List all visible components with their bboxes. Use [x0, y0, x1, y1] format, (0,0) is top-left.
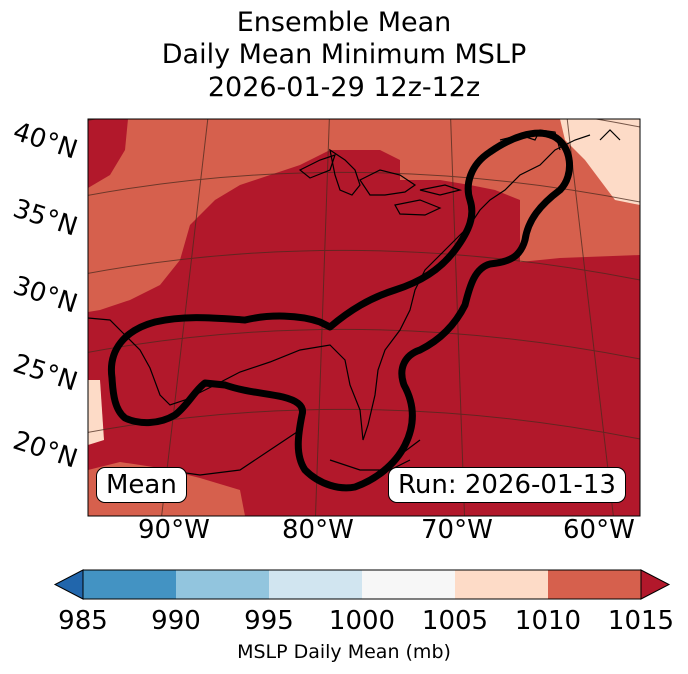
- colorbar-bin-995-1000: [269, 570, 363, 599]
- colorbar-bin-1000-1005: [362, 570, 456, 599]
- title-line-1: Ensemble Mean: [236, 7, 452, 38]
- title-line-3: 2026-01-29 12z-12z: [207, 72, 481, 103]
- colorbar-tick-1015: 1015: [607, 606, 675, 636]
- map-frame: [87, 118, 641, 517]
- colorbar-extend-low: [53, 569, 84, 600]
- colorbar-tick-995: 995: [244, 606, 294, 636]
- lon-label-90w: 90°W: [138, 515, 210, 545]
- title-line-2: Daily Mean Minimum MSLP: [161, 39, 527, 70]
- colorbar-tick-1005: 1005: [421, 606, 489, 636]
- field-1005-1010-west: [88, 380, 104, 445]
- mean-label-box: Mean: [96, 467, 187, 503]
- field-1010-1015-north: [88, 119, 640, 312]
- field-1005-1010-northeast: [560, 119, 640, 205]
- colorbar-label: MSLP Daily Mean (mb): [237, 641, 451, 663]
- coastlines: [88, 129, 621, 476]
- colorbar-tick-1010: 1010: [514, 606, 582, 636]
- colorbar-tick-1000: 1000: [328, 606, 396, 636]
- colorbar-extend-high: [640, 569, 671, 600]
- lon-label-60w: 60°W: [563, 515, 635, 545]
- colorbar-bin-985-990: [83, 570, 177, 599]
- lon-label-70w: 70°W: [421, 515, 493, 545]
- colorbar-tick-985: 985: [58, 606, 108, 636]
- colorbar-frame: [82, 569, 642, 600]
- colorbar-bin-1005-1010: [455, 570, 549, 599]
- run-date-box: Run: 2026-01-13: [388, 467, 626, 503]
- field-above-1015-northwest: [88, 119, 128, 188]
- mean-contour: [107, 129, 574, 492]
- colorbar-bin-1010-1015: [548, 570, 642, 599]
- colorbar-tick-990: 990: [151, 606, 201, 636]
- colorbar-bin-990-995: [176, 570, 270, 599]
- lon-label-80w: 80°W: [282, 515, 354, 545]
